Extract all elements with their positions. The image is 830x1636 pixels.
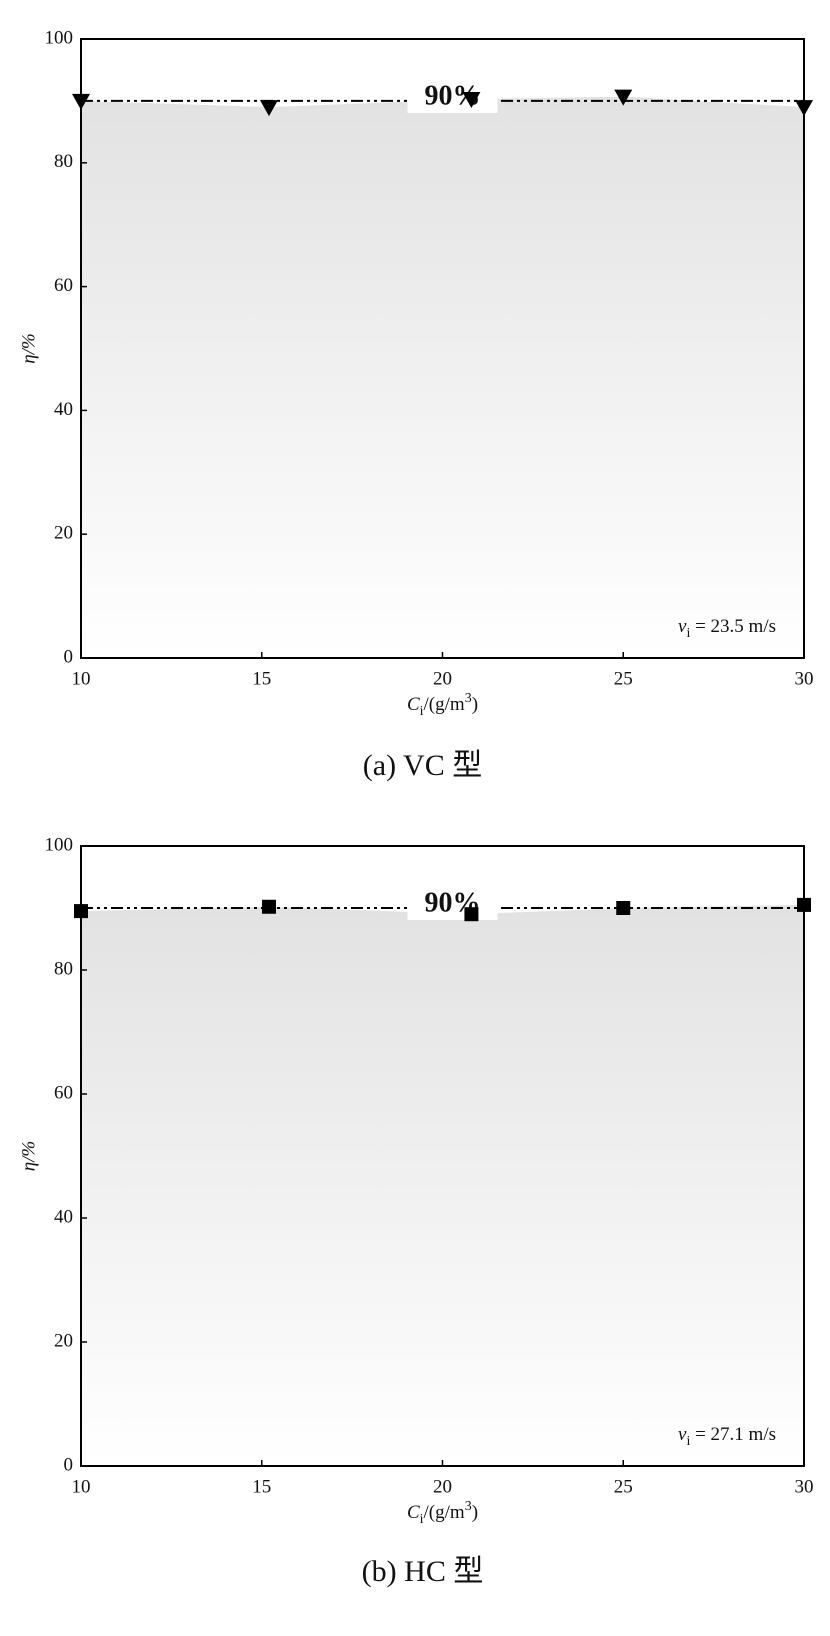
y-tick-label: 60 [54,1082,73,1103]
x-tick-label: 20 [433,668,452,689]
y-tick-label: 0 [64,646,74,667]
annotation: vi = 23.5 m/s [678,616,776,641]
y-tick-label: 20 [54,523,73,544]
annotation-symbol: v [678,1424,687,1445]
marker [74,904,88,919]
x-label-symbol: C [407,694,420,715]
y-tick-label: 60 [54,275,73,296]
x-label-unit: /(g/m [424,694,465,715]
y-axis-label: η/% [18,1141,39,1172]
marker [795,100,813,117]
x-tick-label: 10 [72,668,91,689]
y-tick-label: 40 [54,399,73,420]
area [81,96,804,658]
marker [259,100,278,117]
annotation-text: = 27.1 m/s [690,1424,776,1445]
annotation-subscript: i [686,1434,690,1449]
x-tick-label: 15 [252,668,271,689]
x-tick-label: 25 [614,668,633,689]
y-axis-label: η/% [18,333,39,364]
marker [616,901,631,915]
y-tick-label: 0 [64,1454,74,1475]
annotation-subscript: i [686,626,690,641]
x-label-superscript: 3 [465,1499,472,1514]
caption: (a) VC 型 [363,749,482,782]
x-label-subscript: i [420,704,424,719]
x-tick-label: 20 [433,1476,452,1497]
reference-label-bg [407,894,498,920]
caption: (b) HC 型 [362,1555,484,1588]
x-label-unit: /(g/m [424,1502,465,1523]
x-axis-label: Ci/(g/m3) [407,691,478,719]
x-label-end: ) [472,694,478,715]
x-label-end: ) [472,1502,478,1523]
area [81,904,804,1466]
marker [462,92,481,109]
annotation: vi = 27.1 m/s [678,1424,776,1449]
marker [261,899,276,914]
y-tick-label: 20 [54,1330,73,1351]
x-tick-label: 25 [614,1476,633,1497]
x-tick-label: 15 [252,1476,271,1497]
y-tick-label: 40 [54,1206,73,1227]
x-tick-label: 30 [795,1476,814,1497]
marker [72,93,90,110]
annotation-text: = 23.5 m/s [690,616,776,637]
x-axis-label: Ci/(g/m3) [407,1499,478,1527]
x-label-subscript: i [420,1512,424,1527]
x-label-symbol: C [407,1502,420,1523]
x-tick-label: 30 [795,668,814,689]
x-tick-label: 10 [72,1476,91,1497]
reference-label-bg [407,86,498,113]
marker [614,89,633,106]
marker [464,907,479,922]
y-tick-label: 80 [54,958,73,979]
annotation-symbol: v [678,616,687,637]
x-label-superscript: 3 [465,691,472,706]
y-tick-label: 80 [54,151,73,172]
marker [797,897,811,912]
y-tick-label: 100 [45,834,74,855]
y-tick-label: 100 [45,27,74,48]
